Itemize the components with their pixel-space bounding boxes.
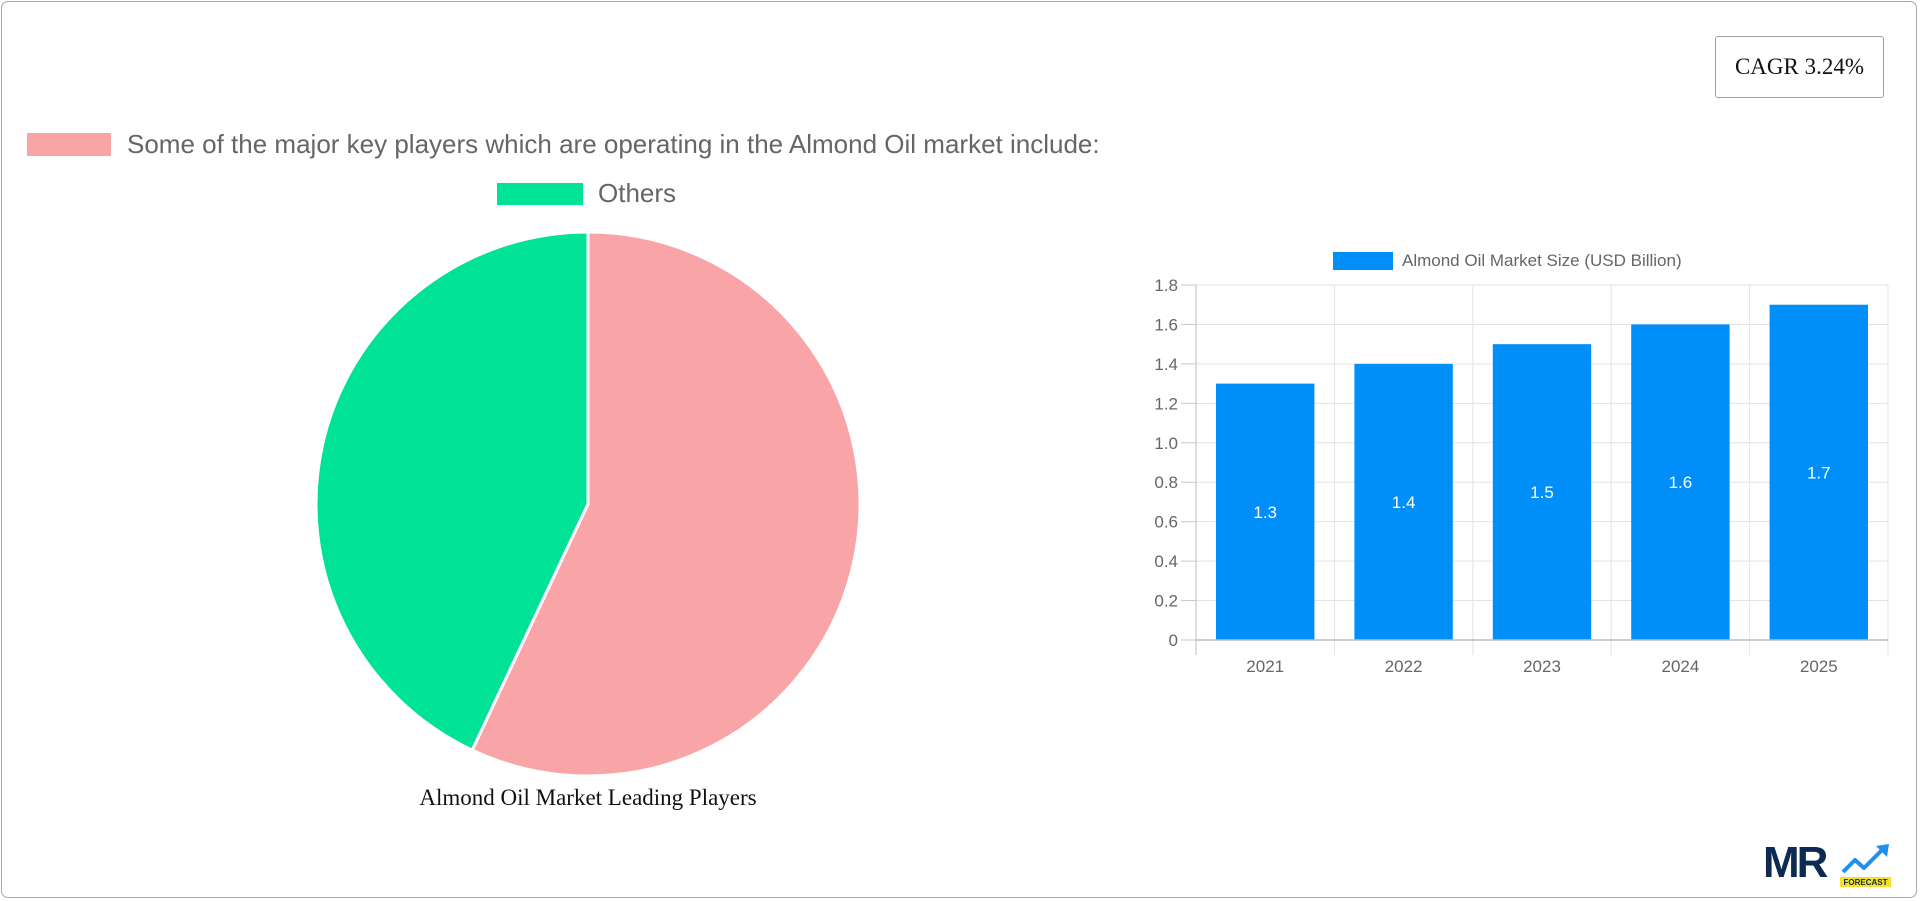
- bar-value-label: 1.4: [1392, 493, 1416, 512]
- pie-caption: Almond Oil Market Leading Players: [419, 785, 757, 810]
- x-tick-label: 2024: [1661, 657, 1699, 676]
- y-tick-label: 0.6: [1154, 513, 1178, 532]
- pie-legend-item-others[interactable]: Others: [497, 178, 676, 209]
- bar-value-label: 1.5: [1530, 483, 1554, 502]
- pie-slice-key-players[interactable]: [470, 230, 862, 778]
- bar-legend-swatch: [1333, 252, 1393, 270]
- x-tick-label: 2021: [1246, 657, 1284, 676]
- y-tick-label: 1.8: [1154, 276, 1178, 295]
- legend-label-key-players: Some of the major key players which are …: [127, 129, 1100, 159]
- logo-mr-text: MR: [1763, 842, 1828, 887]
- x-tick-label: 2025: [1800, 657, 1838, 676]
- y-tick-label: 0: [1169, 631, 1178, 650]
- y-tick-label: 0.4: [1154, 552, 1178, 571]
- mr-forecast-logo: MR FORECAST: [1763, 838, 1893, 890]
- cagr-badge: CAGR 3.24%: [1715, 36, 1884, 98]
- forecast-badge-text: FORECAST: [1844, 878, 1888, 887]
- legend-swatch-others: [497, 182, 583, 205]
- y-tick-label: 1.0: [1154, 434, 1178, 453]
- bar-2024[interactable]: [1631, 324, 1730, 640]
- bar-legend-label: Almond Oil Market Size (USD Billion): [1402, 251, 1682, 270]
- x-tick-label: 2022: [1385, 657, 1423, 676]
- legend-label-others: Others: [598, 178, 677, 208]
- bars: 1.3 1.4 1.5 1.6 1.7: [1216, 304, 1868, 640]
- bar-2023[interactable]: [1492, 344, 1592, 640]
- x-axis: 2021 2022 2023 2024 2025: [1196, 639, 1888, 676]
- bar-2022[interactable]: [1354, 363, 1453, 640]
- bar-value-label: 1.3: [1253, 503, 1277, 522]
- trend-arrow-icon: [1841, 846, 1886, 874]
- forecast-badge: [1840, 877, 1891, 887]
- arrow-head-icon: [1876, 844, 1889, 857]
- y-tick-label: 1.2: [1154, 394, 1178, 413]
- y-tick-label: 1.6: [1154, 315, 1178, 334]
- pie-slice-others[interactable]: [314, 230, 590, 753]
- y-tick-label: 1.4: [1154, 355, 1178, 374]
- pie-legend: Some of the major key players which are …: [0, 0, 1148, 220]
- y-tick-label: 0.8: [1154, 473, 1178, 492]
- bar-value-label: 1.6: [1669, 473, 1693, 492]
- y-tick-label: 0.2: [1154, 592, 1178, 611]
- bar-legend[interactable]: Almond Oil Market Size (USD Billion): [1333, 251, 1682, 271]
- bar-value-label: 1.7: [1807, 463, 1831, 482]
- legend-swatch-key-players: [27, 133, 111, 156]
- cagr-label: CAGR 3.24%: [1734, 54, 1865, 79]
- x-tick-label: 2023: [1523, 657, 1561, 676]
- bar-2025[interactable]: [1769, 304, 1868, 640]
- bar-2021[interactable]: [1216, 383, 1315, 640]
- y-axis: 0 0.2 0.4 0.6 0.8 1.0 1.2 1.4 1.6 1.8: [1154, 276, 1196, 650]
- pie-legend-item-key-players[interactable]: Some of the major key players which are …: [27, 129, 1100, 160]
